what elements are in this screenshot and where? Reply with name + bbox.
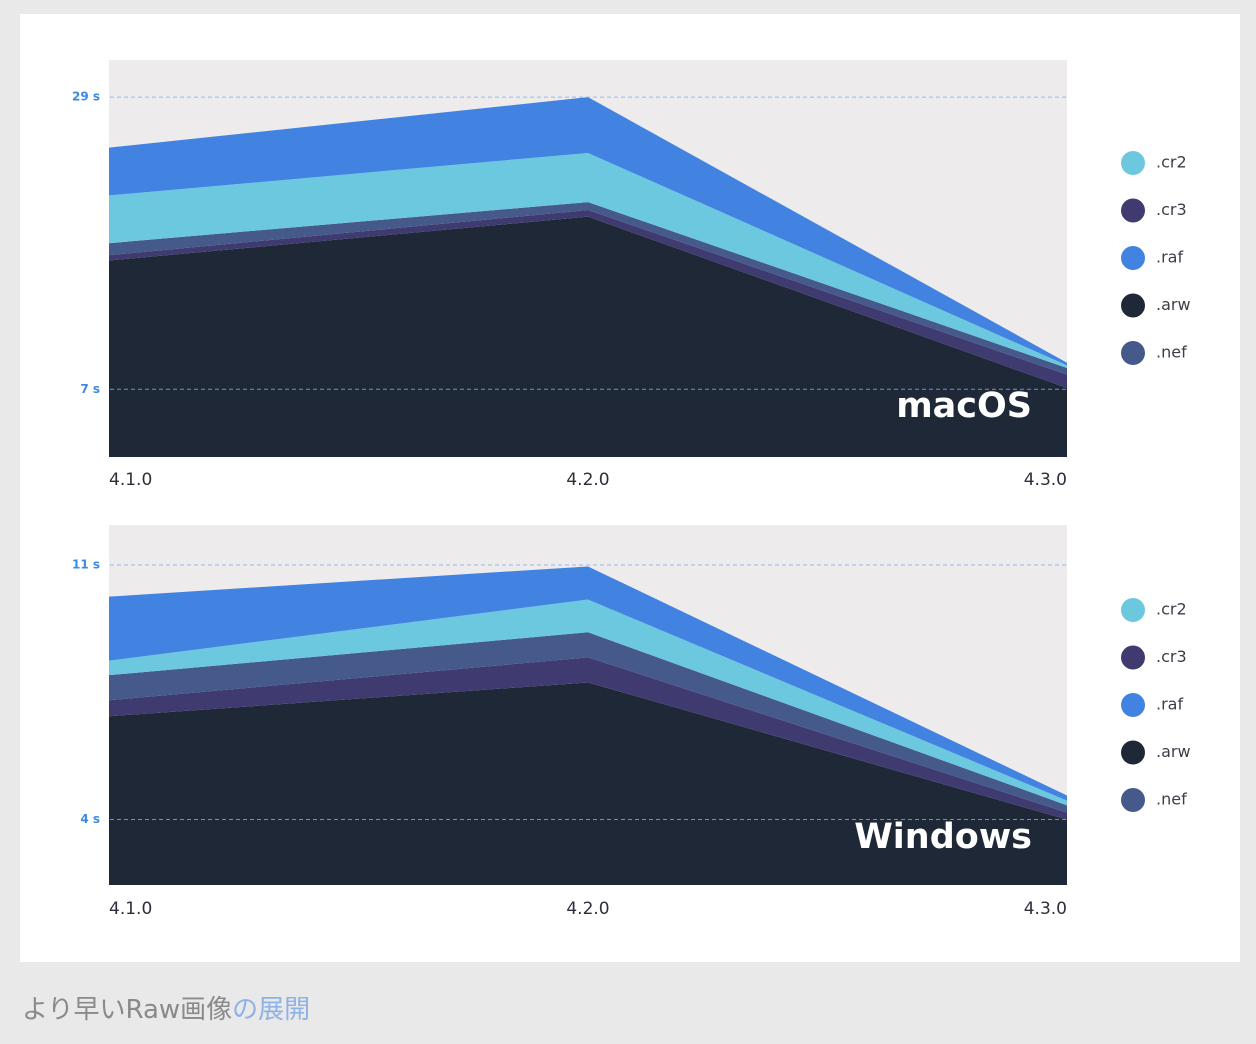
area <box>109 216 1067 457</box>
area <box>109 97 1067 366</box>
y-tick-label: 29 s <box>72 90 100 104</box>
area <box>109 599 1067 806</box>
legend-label: .cr3 <box>1156 647 1187 666</box>
legend-label: .arw <box>1156 742 1191 761</box>
caption: より早いRaw画像の展開 <box>22 995 310 1025</box>
legend-label: .nef <box>1156 790 1187 809</box>
legend-label: .cr2 <box>1156 153 1187 172</box>
legend-swatch <box>1121 151 1145 175</box>
area <box>109 682 1067 885</box>
legend-swatch <box>1121 246 1145 270</box>
x-tick-label: 4.2.0 <box>566 899 609 919</box>
x-tick-label: 4.1.0 <box>109 899 152 919</box>
areas <box>109 566 1067 885</box>
legend-label: .cr2 <box>1156 600 1187 619</box>
x-tick-label: 4.3.0 <box>1024 470 1067 490</box>
legend-swatch <box>1121 598 1145 622</box>
legend-swatch <box>1121 693 1145 717</box>
legend-swatch <box>1121 341 1145 365</box>
legend-swatch <box>1121 788 1145 812</box>
legend-swatch <box>1121 198 1145 223</box>
annotation: macOS <box>896 386 1032 426</box>
legend-label: .nef <box>1156 343 1187 362</box>
legend-swatch <box>1121 293 1145 318</box>
legend-label: .cr3 <box>1156 200 1187 219</box>
annotation: Windows <box>854 817 1032 857</box>
legend-label: .arw <box>1156 295 1191 314</box>
caption-link[interactable]: の展開 <box>232 995 310 1025</box>
areas <box>109 97 1067 457</box>
legend-label: .raf <box>1156 695 1183 714</box>
y-tick-label: 4 s <box>80 812 100 826</box>
x-tick-label: 4.3.0 <box>1024 899 1067 919</box>
x-tick-label: 4.1.0 <box>109 470 152 490</box>
legend-swatch <box>1121 740 1145 765</box>
area <box>109 152 1067 369</box>
area <box>109 566 1067 801</box>
x-tick-label: 4.2.0 <box>566 470 609 490</box>
y-tick-label: 7 s <box>80 382 100 396</box>
area <box>109 657 1067 820</box>
y-tick-label: 11 s <box>72 558 100 572</box>
caption-text: より早いRaw画像 <box>22 995 232 1025</box>
area <box>109 632 1067 813</box>
legend-label: .raf <box>1156 248 1183 267</box>
legend-swatch <box>1121 645 1145 670</box>
